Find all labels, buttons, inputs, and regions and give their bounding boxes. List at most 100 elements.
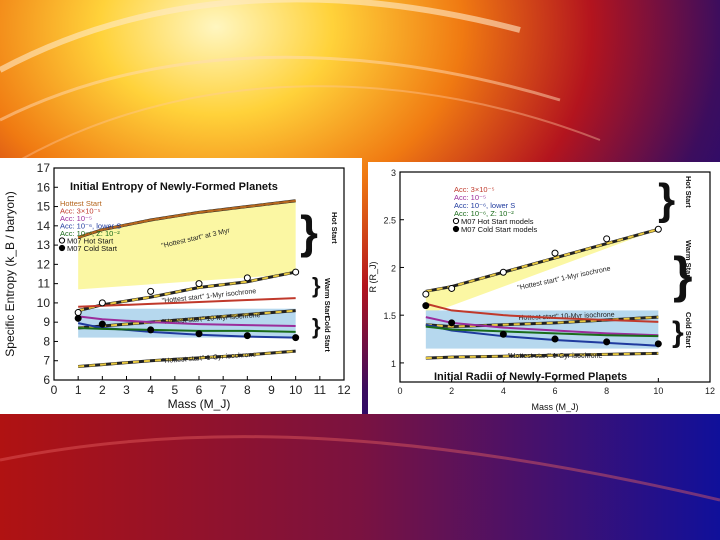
series-line bbox=[77, 322, 296, 339]
x-tick-label: 8 bbox=[604, 386, 609, 396]
hot-start-region bbox=[425, 229, 659, 316]
data-point bbox=[98, 299, 106, 307]
legend-entry: Acc: 3×10⁻⁵ bbox=[454, 185, 495, 194]
isochrone-dash bbox=[77, 271, 296, 312]
region-label: Cold Start bbox=[323, 316, 332, 352]
x-tick-label: 9 bbox=[268, 383, 275, 397]
x-tick-label: 7 bbox=[220, 383, 227, 397]
x-tick-label: 2 bbox=[99, 383, 106, 397]
region-label: Hot Start bbox=[330, 212, 339, 244]
y-tick-label: 15 bbox=[37, 200, 51, 214]
y-tick-label: 9 bbox=[43, 315, 50, 329]
y-tick-label: 8 bbox=[43, 334, 50, 348]
data-point bbox=[147, 287, 155, 295]
series-line bbox=[78, 297, 296, 308]
data-point bbox=[195, 330, 203, 338]
legend-entry: Acc: 10⁻⁶, Z: 10⁻² bbox=[60, 229, 120, 238]
y-tick-label: 2.5 bbox=[383, 216, 396, 226]
y-tick-label: 6 bbox=[43, 373, 50, 387]
x-tick-label: 4 bbox=[147, 383, 154, 397]
y-tick-label: 16 bbox=[37, 180, 51, 194]
series-line bbox=[77, 199, 296, 239]
entropy-chart: 0 1 2 3 4 5 6 7 8 9 10 11 1267891011121314151617"Hot… bbox=[3, 161, 351, 411]
data-point bbox=[147, 326, 155, 334]
radius-chart-panel: 0 2 4 6 8 10 12 1 1.5 2 2.5 3 "Hottest start" 1-Myr … bbox=[368, 162, 720, 414]
data-point bbox=[243, 274, 251, 282]
y-axis-label: R (R_J) bbox=[368, 261, 378, 292]
x-tick-label: 1 bbox=[75, 383, 82, 397]
region-label: Cold Start bbox=[684, 312, 693, 348]
data-point bbox=[292, 334, 300, 342]
region-label: Warm Start bbox=[684, 240, 693, 280]
data-point bbox=[195, 280, 203, 288]
data-point bbox=[74, 309, 82, 317]
x-tick-label: 10 bbox=[653, 386, 663, 396]
region-brace: } bbox=[312, 273, 321, 298]
series-line bbox=[425, 302, 659, 323]
y-tick-label: 2 bbox=[391, 263, 396, 273]
isochrone-label: "Hottest start" 10-Myr isochrone bbox=[516, 312, 615, 322]
hot-start-region bbox=[78, 200, 296, 290]
data-point bbox=[603, 338, 611, 346]
isochrone-dash bbox=[78, 350, 296, 368]
isochrone-line bbox=[425, 227, 659, 293]
x-tick-label: 8 bbox=[244, 383, 251, 397]
data-point bbox=[499, 268, 507, 276]
isochrone-dash bbox=[78, 309, 296, 329]
series-line bbox=[78, 315, 296, 328]
x-tick-label: 3 bbox=[123, 383, 130, 397]
x-axis-label: Mass (M_J) bbox=[168, 397, 231, 411]
x-tick-label: 12 bbox=[337, 383, 351, 397]
x-tick-label: 0 bbox=[397, 386, 402, 396]
y-tick-label: 12 bbox=[37, 257, 51, 271]
series-line bbox=[78, 326, 296, 333]
region-brace: } bbox=[658, 175, 675, 224]
data-point bbox=[448, 284, 456, 292]
legend-entry: M07 Cold Start models bbox=[461, 225, 538, 234]
data-point bbox=[654, 340, 662, 348]
entropy-chart-panel: 0 1 2 3 4 5 6 7 8 9 10 11 12 6 7 8 9 10 11 12 13 14 15 16 17 "Hot… bbox=[0, 158, 362, 414]
data-point bbox=[603, 235, 611, 243]
isochrone-label: "Hottest start" 1-Gyr isochrone bbox=[162, 351, 257, 365]
x-tick-label: 0 bbox=[51, 383, 58, 397]
data-point bbox=[98, 320, 106, 328]
region-label: Warm Start bbox=[323, 278, 332, 318]
y-tick-label: 14 bbox=[37, 219, 51, 233]
data-point bbox=[422, 290, 430, 298]
x-tick-label: 10 bbox=[289, 383, 303, 397]
data-point bbox=[243, 332, 251, 340]
legend-marker bbox=[58, 237, 66, 244]
legend-entry: Acc: 10⁻⁶, Z: 10⁻² bbox=[454, 209, 514, 218]
region-brace: } bbox=[672, 316, 684, 349]
y-tick-label: 3 bbox=[391, 168, 396, 178]
legend-entry: M07 Cold Start bbox=[67, 244, 118, 253]
x-tick-label: 5 bbox=[171, 383, 178, 397]
y-tick-label: 1.5 bbox=[383, 311, 396, 321]
chart-title: Initial Entropy of Newly-Formed Planets bbox=[70, 181, 278, 193]
legend-entry: Acc: 3×10⁻⁵ bbox=[60, 207, 101, 216]
legend-entry: Acc: 10⁻⁶, lower S bbox=[60, 222, 121, 231]
legend-marker bbox=[452, 225, 460, 233]
region-brace: } bbox=[300, 206, 318, 258]
x-tick-label: 12 bbox=[705, 386, 715, 396]
series-line bbox=[425, 325, 659, 338]
x-tick-label: 6 bbox=[552, 386, 557, 396]
legend-entry: Acc: 10⁻⁶, lower S bbox=[454, 201, 515, 210]
y-tick-label: 11 bbox=[38, 277, 51, 291]
y-tick-label: 17 bbox=[37, 161, 51, 175]
x-axis-label: Mass (M_J) bbox=[532, 402, 579, 412]
legend-entry: Hottest Start bbox=[60, 199, 103, 208]
data-point bbox=[448, 319, 456, 327]
x-tick-label: 2 bbox=[449, 386, 454, 396]
data-point bbox=[551, 249, 559, 257]
data-point bbox=[654, 225, 662, 233]
x-tick-label: 11 bbox=[314, 383, 327, 397]
y-tick-label: 1 bbox=[391, 359, 396, 369]
legend-entry: Acc: 10⁻⁵ bbox=[60, 214, 92, 223]
y-tick-label: 10 bbox=[37, 296, 51, 310]
region-label: Hot Start bbox=[684, 176, 693, 208]
data-point bbox=[499, 330, 507, 338]
data-point bbox=[74, 314, 82, 322]
region-brace: } bbox=[312, 314, 321, 339]
